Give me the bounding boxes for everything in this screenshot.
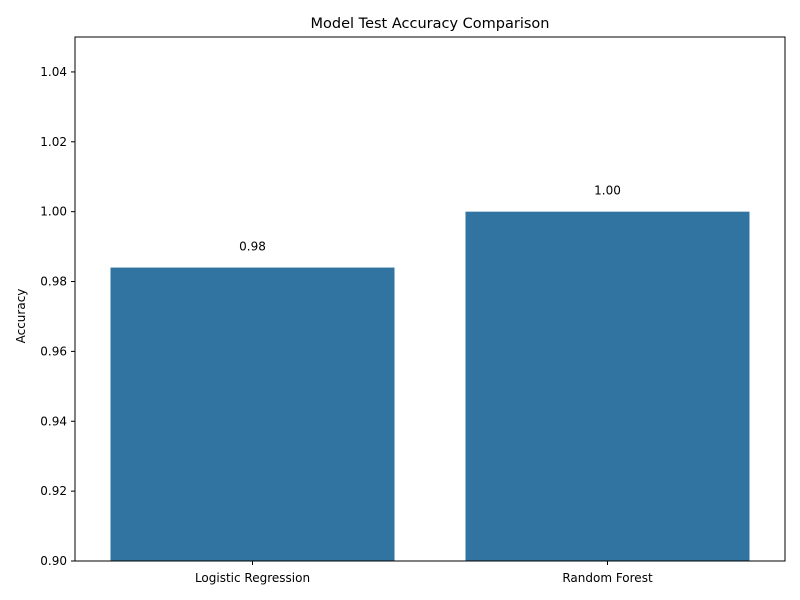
bar-1 — [465, 211, 750, 561]
y-axis-label: Accuracy — [14, 289, 28, 344]
y-tick-label-0: 0.90 — [40, 554, 67, 568]
y-tick-label-1: 0.92 — [40, 484, 67, 498]
x-tick-label-0: Logistic Regression — [195, 571, 310, 585]
y-tick-label-5: 1.00 — [40, 205, 67, 219]
y-tick-label-2: 0.94 — [40, 414, 67, 428]
y-tick-label-3: 0.96 — [40, 344, 67, 358]
y-axis: 0.90 0.92 0.94 0.96 0.98 1.00 1.02 1.04 — [40, 65, 75, 568]
y-tick-label-4: 0.98 — [40, 275, 67, 289]
bar-0 — [110, 267, 395, 561]
x-axis: Logistic Regression Random Forest — [195, 561, 653, 585]
bars-group — [110, 211, 750, 561]
plot-frame — [74, 36, 786, 562]
data-label-1: 1.00 — [594, 184, 621, 198]
data-label-0: 0.98 — [239, 240, 266, 254]
chart-title: Model Test Accuracy Comparison — [311, 16, 550, 32]
x-tick-label-1: Random Forest — [562, 571, 653, 585]
y-tick-label-7: 1.04 — [40, 65, 67, 79]
data-labels-group: 0.98 1.00 — [239, 184, 621, 254]
y-tick-label-6: 1.02 — [40, 135, 67, 149]
